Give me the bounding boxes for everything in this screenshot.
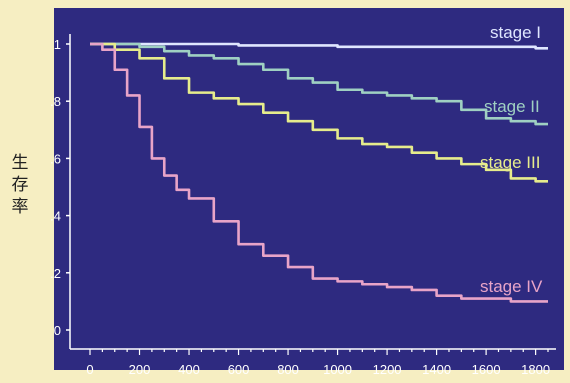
series-line-stage-IV bbox=[90, 42, 548, 303]
y-tick-label: .6 bbox=[50, 151, 61, 166]
x-tick-label: 0 bbox=[86, 362, 93, 377]
series-label-stage-I: stage I bbox=[490, 23, 541, 42]
series-line-stage-III bbox=[90, 42, 548, 183]
y-tick-label: .8 bbox=[50, 94, 61, 109]
x-tick-label: 1800 bbox=[521, 362, 550, 377]
y-tick-label: 0 bbox=[54, 323, 61, 338]
y-tick-label: .4 bbox=[50, 209, 61, 224]
series-line-stage-I bbox=[90, 42, 548, 50]
series-lines bbox=[90, 42, 548, 303]
x-tick-label: 1400 bbox=[422, 362, 451, 377]
x-tick-label: 1200 bbox=[373, 362, 402, 377]
x-tick-label: 1600 bbox=[472, 362, 501, 377]
series-label-stage-II: stage II bbox=[484, 97, 540, 116]
y-axis-label: 生存率 bbox=[11, 153, 29, 217]
x-tick-label: 600 bbox=[228, 362, 250, 377]
series-line-stage-II bbox=[90, 42, 548, 126]
x-tick-label: 800 bbox=[277, 362, 299, 377]
x-tick-label: 1000 bbox=[323, 362, 352, 377]
series-label-stage-III: stage III bbox=[480, 153, 540, 172]
series-labels: stage I stage II stage III stage IV bbox=[480, 23, 543, 296]
x-tick-label: 200 bbox=[129, 362, 151, 377]
y-tick-label: 1 bbox=[54, 37, 61, 52]
series-label-stage-IV: stage IV bbox=[480, 277, 543, 296]
plot-area bbox=[54, 8, 564, 370]
y-tick-label: .2 bbox=[50, 266, 61, 281]
x-tick-label: 400 bbox=[178, 362, 200, 377]
axes: 1 .8 .6 .4 .2 0 0 200 400 600 800 1000 1200 1400 1600 1… bbox=[50, 34, 556, 377]
